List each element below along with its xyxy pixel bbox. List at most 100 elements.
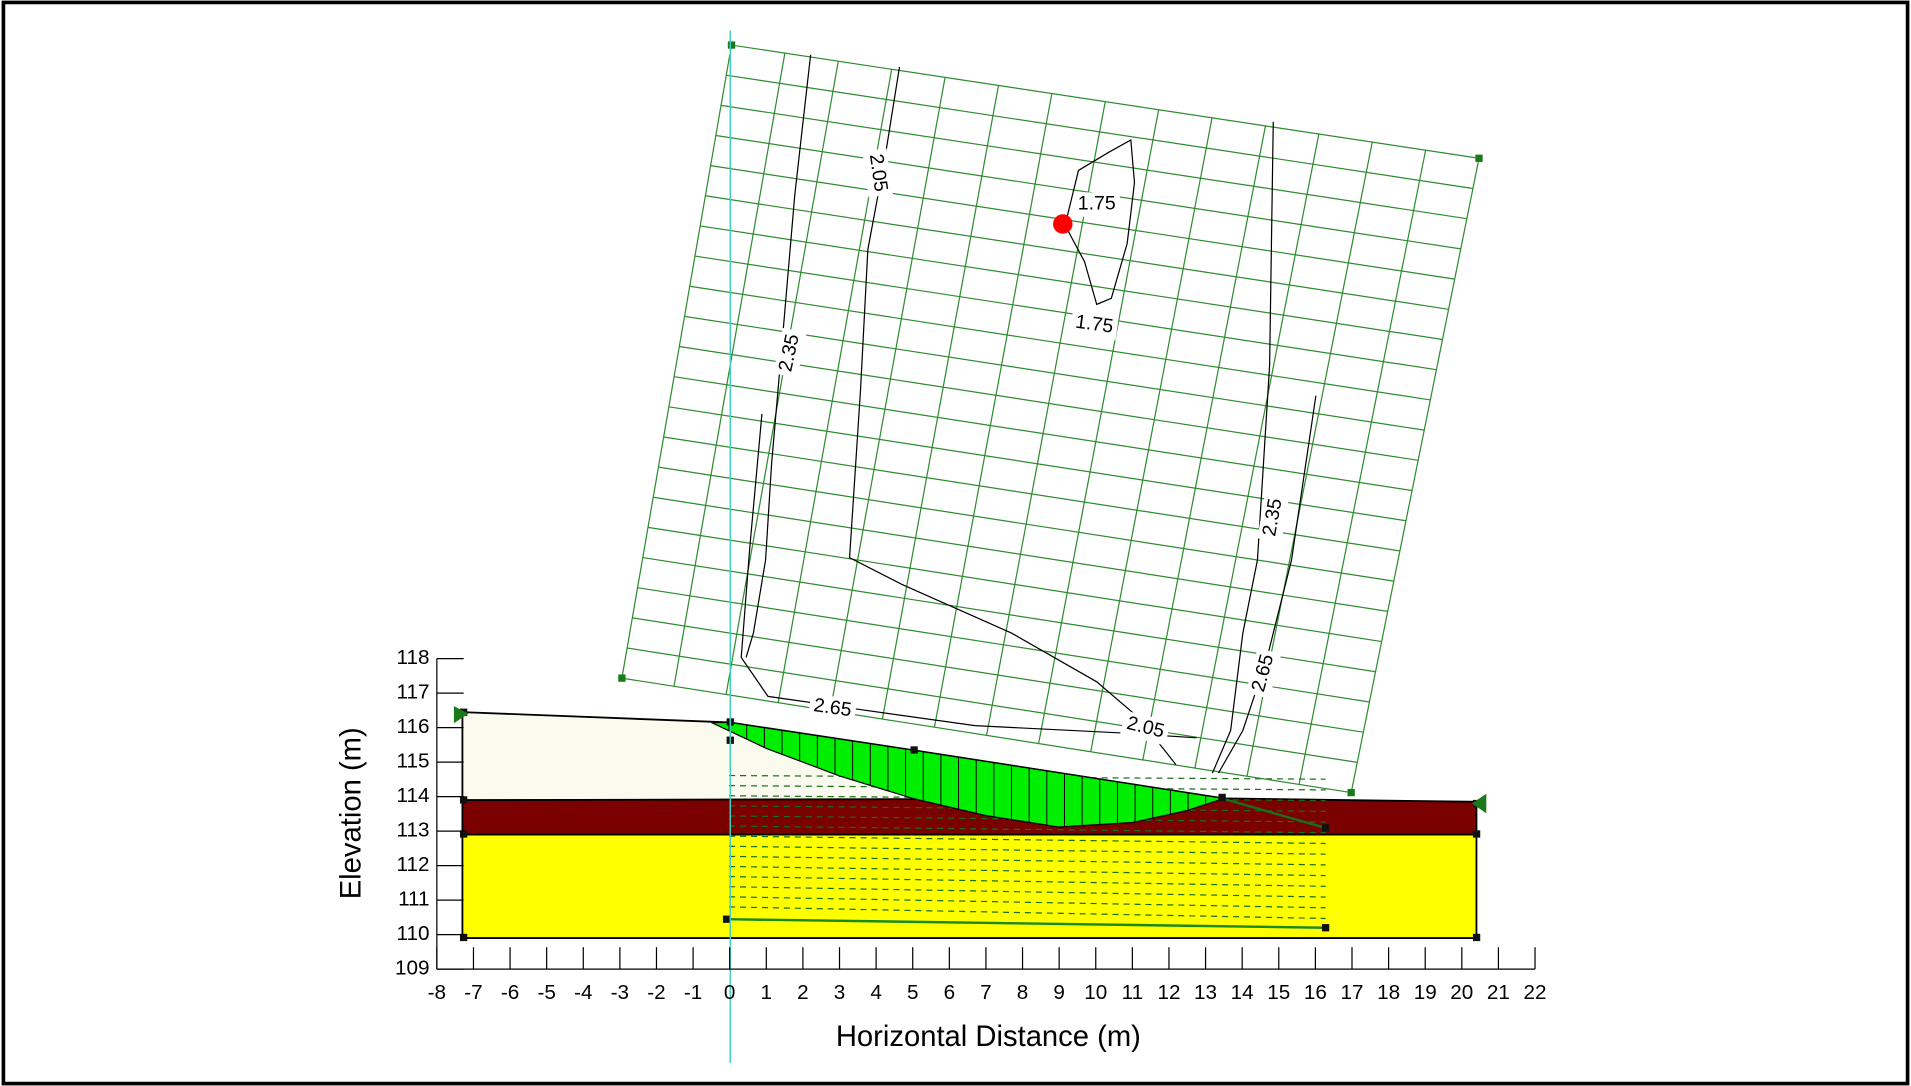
x-tick-label: 8 — [1017, 981, 1029, 1004]
x-tick-label: 12 — [1157, 981, 1180, 1004]
grid-line — [679, 345, 1419, 461]
contour-label: 2.35 — [1257, 492, 1290, 543]
grid-line — [1350, 158, 1480, 793]
grid-line — [684, 315, 1425, 431]
grid-line — [705, 195, 1449, 310]
vertex — [910, 746, 918, 754]
grid-line — [1090, 117, 1213, 752]
contour-line — [1064, 139, 1136, 306]
grid-line — [829, 77, 946, 711]
pressure-line — [729, 896, 1326, 909]
x-tick-label: 4 — [870, 981, 882, 1004]
grid-line — [1298, 150, 1427, 785]
label-box — [862, 148, 893, 198]
y-tick-label: 115 — [397, 750, 430, 773]
y-tick-label: 118 — [397, 646, 430, 669]
y-tick-label: 113 — [397, 819, 430, 842]
contour-value: 2.05 — [865, 152, 892, 193]
limit-marker — [453, 706, 469, 724]
x-tick-label: 3 — [834, 981, 846, 1004]
x-tick-label: -2 — [647, 981, 665, 1004]
pressure-line — [729, 825, 1326, 834]
pressure-line — [729, 845, 1326, 855]
grid-line — [658, 466, 1394, 582]
label-box — [807, 693, 858, 724]
x-tick-label: 1 — [761, 981, 773, 1004]
grid-line — [715, 134, 1461, 250]
x-tick-label: 9 — [1053, 981, 1065, 1004]
layers — [453, 706, 1487, 942]
contour-label: 1.75 — [1073, 192, 1120, 217]
x-tick-label: 5 — [907, 981, 919, 1004]
grid-line — [881, 85, 1000, 720]
grid-line — [694, 255, 1437, 371]
grid-line — [1142, 125, 1267, 761]
y-tick-label: 112 — [397, 853, 430, 876]
label-box — [1069, 309, 1119, 341]
pressure-line — [729, 835, 1326, 845]
x-tick-label: 22 — [1524, 981, 1547, 1004]
contour-line — [745, 54, 812, 658]
contour-value: 2.65 — [812, 694, 853, 721]
contour-label: 2.65 — [1245, 647, 1282, 699]
vertex — [1321, 924, 1330, 932]
grid-corner — [1475, 154, 1483, 162]
pressure-line — [729, 875, 1326, 887]
grid-line — [637, 587, 1370, 703]
grid-line — [720, 104, 1467, 220]
grid-line — [725, 61, 839, 695]
grid-line — [933, 93, 1053, 728]
grid-line — [621, 44, 733, 679]
x-tick-label: 18 — [1377, 981, 1400, 1004]
contour-label: 2.65 — [807, 693, 858, 724]
x-tick-label: 17 — [1340, 981, 1363, 1004]
contour-value: 1.75 — [1078, 193, 1116, 215]
x-tick-label: 0 — [724, 981, 736, 1004]
grid-line — [642, 556, 1376, 673]
x-tick-label: 15 — [1267, 981, 1290, 1004]
grid-line — [653, 496, 1388, 612]
label-box — [773, 327, 807, 379]
x-tick-label: -6 — [501, 981, 519, 1004]
x-tick-label: 10 — [1084, 981, 1107, 1004]
x-tick-label: -7 — [464, 981, 482, 1004]
pressure-line — [729, 906, 1326, 920]
y-tick-label: 117 — [397, 681, 430, 704]
grid-line — [647, 526, 1382, 643]
x-tick-label: -3 — [611, 981, 629, 1004]
label-box — [1120, 710, 1171, 746]
search-grid — [618, 41, 1483, 797]
contour-value: 1.75 — [1074, 311, 1115, 338]
x-axis-title: Horizontal Distance (m) — [836, 1021, 1141, 1053]
label-box — [1245, 647, 1282, 699]
grid-line — [632, 617, 1364, 733]
x-tick-label: -4 — [574, 981, 592, 1004]
vertex — [1472, 933, 1481, 942]
y-tick-label: 111 — [398, 888, 429, 911]
label-box — [1073, 192, 1120, 217]
label-box — [1257, 492, 1290, 543]
grid-line — [621, 677, 1352, 794]
grid-corner — [1347, 788, 1355, 797]
y-tick-label: 109 — [395, 957, 430, 980]
grid-line — [731, 44, 1480, 159]
x-tick-label: -1 — [684, 981, 702, 1004]
limit-marker — [1471, 793, 1487, 814]
x-tick-label: 21 — [1487, 981, 1510, 1004]
vertex — [459, 796, 468, 804]
contour-label: 2.05 — [862, 148, 893, 198]
y-tick-label: 114 — [397, 784, 430, 807]
vertex — [722, 915, 731, 923]
vertex — [1218, 793, 1226, 802]
grid-line — [673, 376, 1413, 492]
vertex — [1321, 824, 1330, 832]
y-axis-title: Elevation (m) — [336, 727, 368, 899]
x-tick-label: -5 — [537, 981, 555, 1004]
grid-corner — [727, 41, 736, 49]
vertex — [459, 933, 468, 942]
x-tick-label: 20 — [1450, 981, 1473, 1004]
x-tick-label: -8 — [428, 981, 446, 1004]
grid-line — [673, 53, 786, 687]
entry-line — [1218, 796, 1326, 830]
